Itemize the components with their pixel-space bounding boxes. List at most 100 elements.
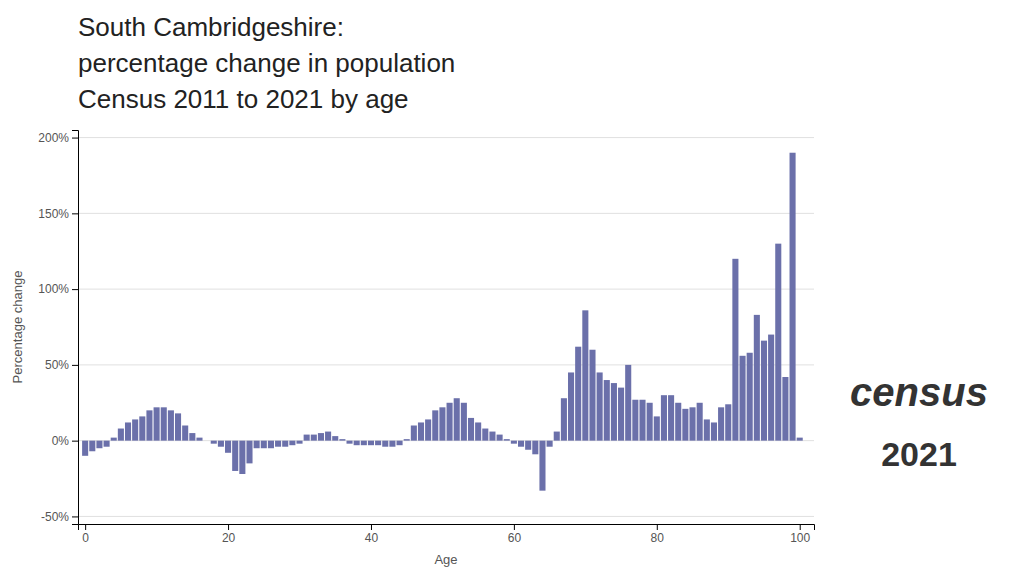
- bar: [354, 441, 360, 446]
- bar: [539, 441, 545, 491]
- y-tick: -50%: [41, 510, 78, 524]
- bar: [511, 441, 517, 444]
- bar: [375, 441, 381, 446]
- bar: [582, 310, 588, 440]
- axis-line: [79, 525, 815, 531]
- y-tick: 200%: [38, 131, 78, 145]
- tick-mark: [72, 213, 78, 214]
- bar: [146, 410, 152, 440]
- tick-mark: [72, 365, 78, 366]
- y-tick: 0%: [52, 434, 78, 448]
- bar: [632, 400, 638, 441]
- tick-mark: [800, 524, 801, 530]
- bar: [218, 441, 224, 447]
- bar: [268, 441, 274, 449]
- bar: [454, 398, 460, 440]
- bar: [89, 441, 95, 452]
- bar: [332, 436, 338, 441]
- bar: [118, 429, 124, 441]
- tick-mark: [514, 524, 515, 530]
- bar: [547, 441, 553, 447]
- bar: [775, 244, 781, 441]
- tick-mark: [72, 516, 78, 517]
- bar: [704, 419, 710, 440]
- bar: [661, 395, 667, 440]
- tick-label: 60: [508, 531, 522, 545]
- x-tick: 100: [790, 524, 810, 545]
- bar: [154, 407, 160, 440]
- annotation: 2021: [881, 435, 957, 473]
- chart: 020406080100-50%0%50%100%150%200%AgePerc…: [0, 0, 1024, 576]
- tick-mark: [371, 524, 372, 530]
- bar: [182, 426, 188, 441]
- x-axis-label: Age: [434, 552, 457, 567]
- bar: [597, 372, 603, 440]
- bar: [261, 441, 267, 449]
- bar: [475, 422, 481, 440]
- bar: [196, 438, 202, 441]
- bar: [282, 441, 288, 447]
- tick-label: 0%: [52, 434, 70, 448]
- bar: [568, 372, 574, 440]
- y-axis: -50% 0% 50% 100% 150% 200%: [38, 131, 78, 525]
- bar: [225, 441, 231, 453]
- bar: [604, 380, 610, 441]
- bar: [96, 441, 102, 449]
- bar: [561, 398, 567, 440]
- bar: [532, 441, 538, 455]
- tick-label: 100%: [38, 282, 69, 296]
- bar: [732, 259, 738, 441]
- bar: [618, 388, 624, 441]
- bar: [647, 403, 653, 441]
- tick-label: 200%: [38, 131, 69, 145]
- bar: [246, 441, 252, 464]
- bar: [82, 441, 88, 456]
- bar: [761, 341, 767, 441]
- tick-mark: [72, 441, 78, 442]
- bar: [104, 441, 110, 447]
- bar: [768, 335, 774, 441]
- bar: [425, 419, 431, 440]
- grid: [78, 138, 814, 517]
- bar: [782, 377, 788, 441]
- title: Census 2011 to 2021 by age: [78, 84, 409, 114]
- bar: [232, 441, 238, 471]
- x-tick: 60: [508, 524, 522, 545]
- tick-label: 40: [365, 531, 379, 545]
- bar: [304, 435, 310, 441]
- bar: [689, 407, 695, 440]
- bar: [111, 438, 117, 441]
- bar: [361, 441, 367, 446]
- tick-label: 0: [82, 531, 89, 545]
- x-tick: 40: [365, 524, 379, 545]
- bar: [397, 441, 403, 446]
- bar: [189, 433, 195, 441]
- x-tick: 0: [82, 524, 89, 545]
- bar: [346, 441, 352, 444]
- grid-line: [78, 364, 814, 365]
- grid-line: [78, 516, 814, 517]
- x-axis: 020406080100: [79, 524, 815, 545]
- bar: [339, 439, 345, 441]
- bar: [296, 441, 302, 444]
- tick-label: -50%: [41, 510, 69, 524]
- tick-mark: [85, 524, 86, 530]
- bar: [275, 441, 281, 447]
- bar: [468, 418, 474, 441]
- tick-label: 150%: [38, 207, 69, 221]
- bar: [132, 419, 138, 440]
- bar: [125, 422, 131, 440]
- bar: [139, 416, 145, 440]
- tick-mark: [657, 524, 658, 530]
- bar: [175, 413, 181, 440]
- bar: [611, 383, 617, 441]
- title: percentage change in population: [78, 48, 455, 78]
- bar: [211, 441, 217, 444]
- bar: [489, 432, 495, 441]
- bar: [554, 432, 560, 441]
- bar: [589, 350, 595, 441]
- bar: [711, 422, 717, 440]
- y-tick: 50%: [45, 358, 78, 372]
- bar: [625, 365, 631, 441]
- bar: [504, 439, 510, 441]
